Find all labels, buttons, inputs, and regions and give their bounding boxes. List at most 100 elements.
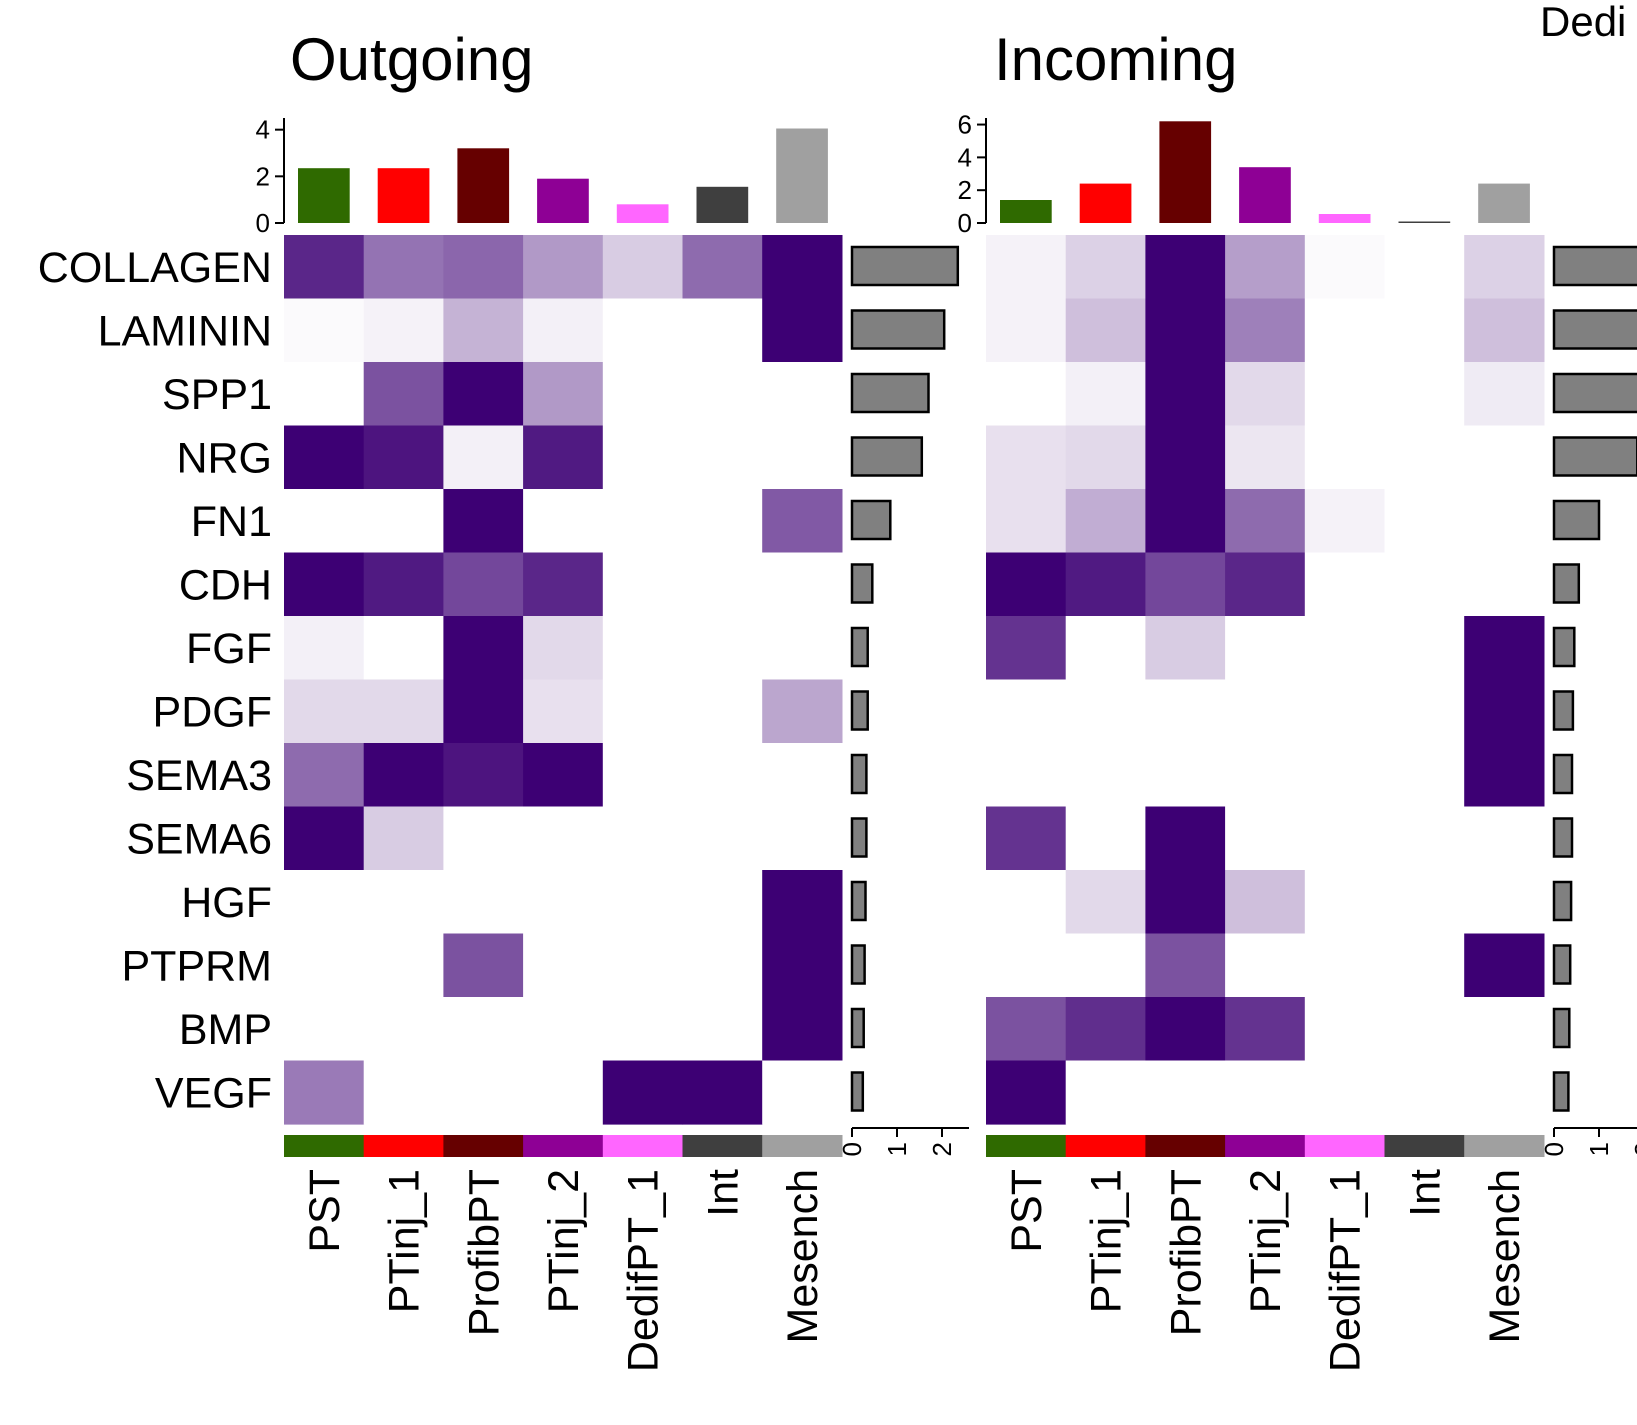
column-label: ProfibPT <box>460 1169 508 1336</box>
heat-cell <box>762 489 843 554</box>
heat-cell <box>602 997 684 1062</box>
right-axis-tick-label: 1 <box>882 1142 912 1156</box>
column-color-strip <box>1304 1135 1386 1157</box>
heat-cell <box>1304 235 1386 300</box>
heat-cell <box>1145 552 1226 617</box>
top-bar <box>298 168 350 223</box>
column-color-strip <box>762 1135 843 1157</box>
heat-cell <box>682 870 763 935</box>
right-bar <box>850 245 960 287</box>
row-label: FGF <box>186 625 272 673</box>
right-bar <box>1552 563 1581 604</box>
heat-cell <box>762 616 843 681</box>
heat-cell <box>443 489 524 554</box>
heat-cell <box>682 997 763 1062</box>
heat-cell <box>523 425 604 490</box>
heat-cell <box>762 425 843 490</box>
heat-cell <box>986 1060 1067 1125</box>
column-color-strip <box>1145 1135 1226 1157</box>
panel-outgoing: Outgoing COLLAGEN LAMININ SPP1 NRG FN1 CDH FGF P… <box>38 26 969 1372</box>
heat-cell <box>1464 616 1545 681</box>
top-axis-tick-label: 0 <box>256 208 270 238</box>
heat-cell <box>523 298 604 363</box>
heat-cell <box>1384 997 1465 1062</box>
heat-cell <box>986 552 1067 617</box>
top-bar <box>776 128 828 223</box>
heat-cell <box>986 933 1067 998</box>
heat-cell <box>1065 1060 1146 1125</box>
heat-cell <box>1225 806 1306 871</box>
top-axis-tick-label: 6 <box>958 110 972 140</box>
heat-cell <box>1384 743 1465 808</box>
heat-cell <box>1065 298 1146 363</box>
heat-cell <box>284 870 365 935</box>
column-color-strip <box>602 1135 684 1157</box>
heat-cell <box>1304 616 1386 681</box>
column-label: PTinj_1 <box>1083 1169 1131 1313</box>
row-label: COLLAGEN <box>38 244 272 292</box>
row-label: SEMA6 <box>126 815 272 863</box>
heat-cell <box>1145 679 1226 744</box>
heat-cell <box>762 298 843 363</box>
heat-cell <box>986 425 1067 490</box>
heat-cell <box>1065 489 1146 554</box>
heat-cell <box>523 743 604 808</box>
heat-cell <box>1464 425 1545 490</box>
heat-cell <box>363 298 444 363</box>
heat-cell <box>523 489 604 554</box>
heat-cell <box>443 1060 524 1125</box>
heat-cell <box>443 870 524 935</box>
column-color-strip <box>986 1135 1067 1157</box>
heat-cell <box>682 1060 763 1125</box>
heat-cell <box>1384 235 1465 300</box>
heat-cell <box>1065 552 1146 617</box>
heat-cell <box>1384 489 1465 554</box>
heat-cell <box>1225 235 1306 300</box>
heat-cell <box>986 997 1067 1062</box>
heat-cell <box>523 870 604 935</box>
heat-cell <box>1384 298 1465 363</box>
heat-cell <box>284 616 365 681</box>
column-label: Int <box>1401 1169 1449 1217</box>
right-bar <box>1552 309 1637 350</box>
heat-cell <box>443 552 524 617</box>
heat-cell <box>1384 616 1465 681</box>
heat-cell <box>363 743 444 808</box>
heat-cell <box>1225 489 1306 554</box>
top-bar <box>616 204 669 223</box>
right-axis-tick-label: 2 <box>927 1142 957 1156</box>
column-color-strip <box>284 1135 365 1157</box>
heat-cell <box>602 425 684 490</box>
heat-cell <box>443 425 524 490</box>
right-bar <box>850 372 930 414</box>
heat-cell <box>284 743 365 808</box>
heat-cell <box>1304 743 1386 808</box>
heat-cell <box>1464 489 1545 554</box>
column-label: Mesench <box>779 1169 827 1343</box>
top-bar <box>1000 200 1052 223</box>
heat-cell <box>284 362 365 427</box>
row-label: SPP1 <box>162 371 272 419</box>
right-bar <box>1552 944 1572 985</box>
heat-cell <box>682 616 763 681</box>
column-color-strip <box>1464 1135 1545 1157</box>
right-bar <box>850 880 867 922</box>
top-bar <box>1239 167 1291 223</box>
heat-cell <box>284 235 365 300</box>
heat-cell <box>1225 1060 1306 1125</box>
heat-cell <box>1145 425 1226 490</box>
heat-cell <box>1464 1060 1545 1125</box>
heat-cell <box>762 679 843 744</box>
top-bar <box>1079 183 1132 223</box>
heat-cell <box>1225 997 1306 1062</box>
heat-cell <box>1145 870 1226 935</box>
heat-cell <box>602 235 684 300</box>
heat-cell <box>682 425 763 490</box>
right-bar <box>1552 245 1637 287</box>
heat-cell <box>1464 743 1545 808</box>
right-bar <box>850 436 924 477</box>
heat-cell <box>1225 870 1306 935</box>
heat-cell <box>363 235 444 300</box>
heat-cell <box>682 362 763 427</box>
